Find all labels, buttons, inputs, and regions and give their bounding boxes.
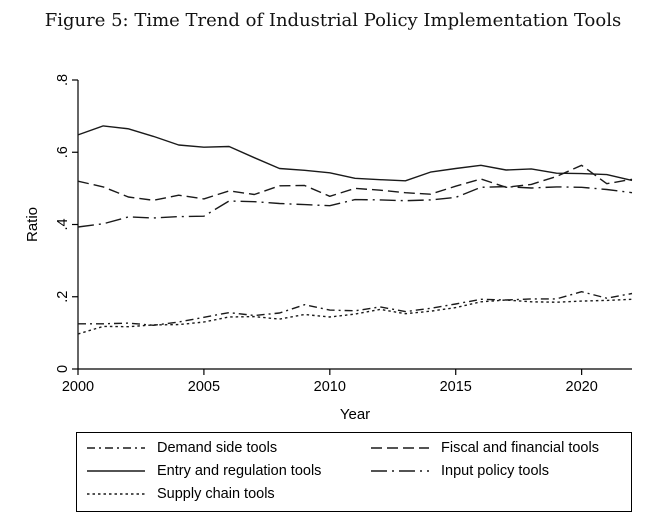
- y-tick-label: .4: [55, 218, 71, 230]
- legend-swatch: [87, 470, 145, 472]
- chart-legend: Demand side tools Fiscal and financial to…: [76, 432, 632, 512]
- y-axis-title: Ratio: [24, 207, 41, 242]
- legend-item-supply-chain-tools: Supply chain tools: [85, 484, 275, 504]
- legend-label: Input policy tools: [441, 463, 550, 479]
- y-tick-label: .8: [55, 74, 71, 86]
- legend-item-entry-and-regulation-tools: Entry and regulation tools: [85, 461, 321, 481]
- legend-label: Fiscal and financial tools: [441, 440, 599, 456]
- legend-item-input-policy-tools: Input policy tools: [369, 461, 549, 481]
- line-chart: 0 .2 .4 .6 .8 2000 2005 2010 2015 2020 Year Ratio: [24, 74, 633, 423]
- x-tick-label: 2015: [440, 379, 472, 395]
- legend-label: Entry and regulation tools: [157, 463, 322, 479]
- figure-title: Figure 5: Time Trend of Industrial Polic…: [44, 10, 622, 31]
- legend-item-demand-side-tools: Demand side tools: [85, 438, 277, 458]
- y-tick-label: .2: [55, 291, 71, 303]
- series-line-fiscal-and-financial-tools: [77, 164, 633, 202]
- legend-label: Supply chain tools: [157, 486, 275, 502]
- x-tick-label: 2020: [566, 379, 598, 395]
- legend-item-fiscal-and-financial-tools: Fiscal and financial tools: [369, 438, 599, 458]
- legend-swatch: [371, 470, 429, 472]
- y-tick-label: .6: [55, 146, 71, 158]
- legend-swatch: [87, 493, 145, 495]
- series-line-input-policy-tools: [77, 185, 633, 228]
- legend-label: Demand side tools: [157, 440, 278, 456]
- series-line-supply-chain-tools: [77, 298, 633, 335]
- series-line-entry-and-regulation-tools: [77, 125, 633, 182]
- x-tick-label: 2005: [188, 379, 220, 395]
- legend-swatch: [371, 447, 429, 449]
- x-tick-label: 2010: [314, 379, 346, 395]
- x-tick-label: 2000: [62, 379, 94, 395]
- x-axis-title: Year: [340, 406, 370, 423]
- y-tick-label: 0: [55, 365, 71, 373]
- series-line-demand-side-tools: [78, 291, 633, 326]
- legend-swatch: [87, 447, 145, 449]
